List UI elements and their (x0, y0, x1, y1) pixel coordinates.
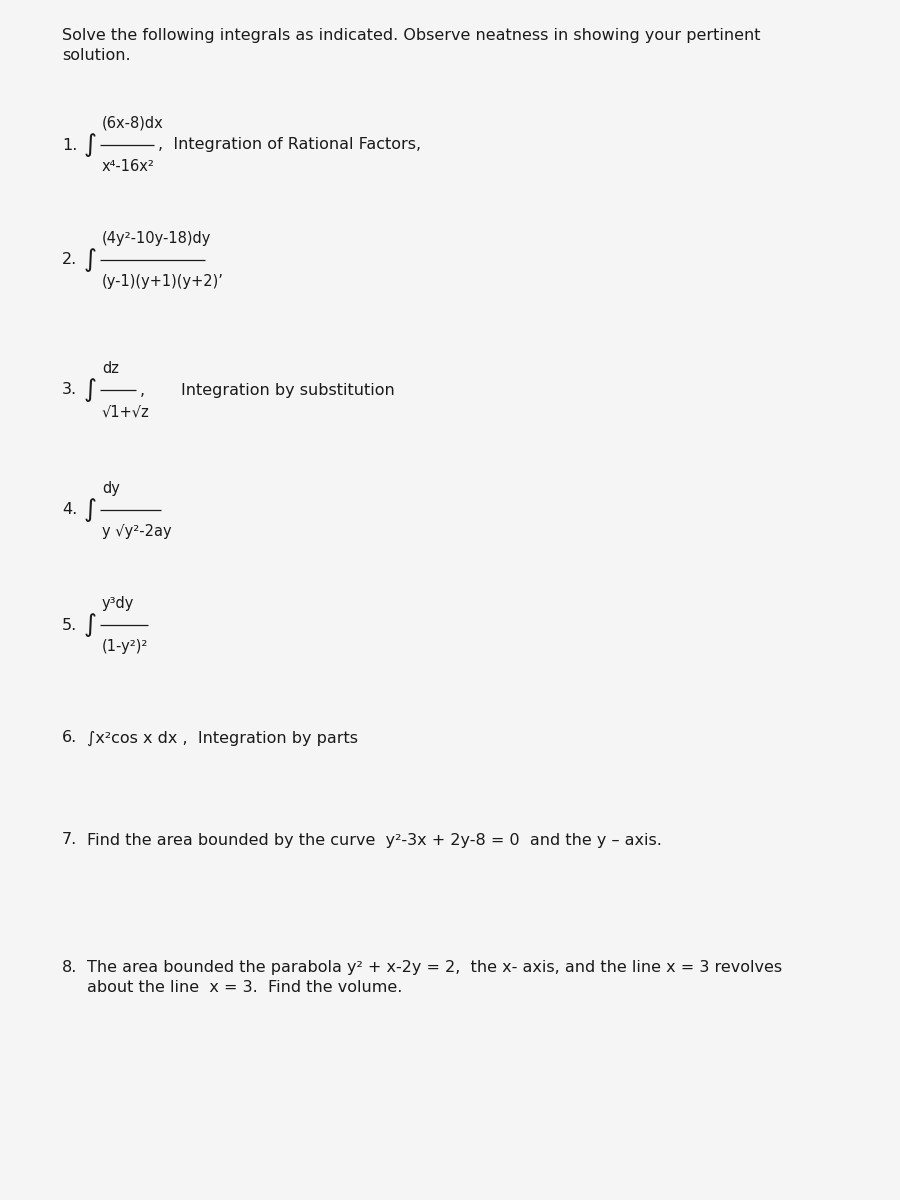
Text: 3.: 3. (62, 383, 77, 397)
Text: 6.: 6. (62, 731, 77, 745)
Text: (y-1)(y+1)(y+2)ʼ: (y-1)(y+1)(y+2)ʼ (102, 274, 224, 289)
Text: y³dy: y³dy (102, 596, 134, 611)
Text: 5.: 5. (62, 618, 77, 632)
Text: ∫: ∫ (84, 378, 97, 402)
Text: 8.: 8. (62, 960, 77, 974)
Text: ∫: ∫ (84, 613, 97, 637)
Text: √1+√z: √1+√z (102, 404, 149, 419)
Text: solution.: solution. (62, 48, 130, 62)
Text: x⁴-16x²: x⁴-16x² (102, 158, 155, 174)
Text: dy: dy (102, 481, 120, 496)
Text: 2.: 2. (62, 252, 77, 268)
Text: ,       Integration by substitution: , Integration by substitution (140, 383, 394, 397)
Text: (6x-8)dx: (6x-8)dx (102, 116, 164, 131)
Text: about the line  x = 3.  Find the volume.: about the line x = 3. Find the volume. (87, 980, 402, 995)
Text: ∫: ∫ (84, 248, 97, 272)
Text: dz: dz (102, 361, 119, 376)
Text: (1-y²)²: (1-y²)² (102, 638, 148, 654)
Text: ∫: ∫ (84, 133, 97, 157)
Text: Find the area bounded by the curve  y²-3x + 2y-8 = 0  and the y – axis.: Find the area bounded by the curve y²-3x… (87, 833, 662, 847)
Text: ∫: ∫ (84, 498, 97, 522)
Text: ,  Integration of Rational Factors,: , Integration of Rational Factors, (158, 138, 421, 152)
Text: ∫x²cos x dx ,  Integration by parts: ∫x²cos x dx , Integration by parts (87, 731, 358, 745)
Text: 1.: 1. (62, 138, 77, 152)
Text: 7.: 7. (62, 833, 77, 847)
Text: The area bounded the parabola y² + x-2y = 2,  the x- axis, and the line x = 3 re: The area bounded the parabola y² + x-2y … (87, 960, 782, 974)
Text: (4y²-10y-18)dy: (4y²-10y-18)dy (102, 230, 212, 246)
Text: Solve the following integrals as indicated. Observe neatness in showing your per: Solve the following integrals as indicat… (62, 28, 760, 43)
Text: y √y²-2ay: y √y²-2ay (102, 524, 172, 539)
Text: 4.: 4. (62, 503, 77, 517)
